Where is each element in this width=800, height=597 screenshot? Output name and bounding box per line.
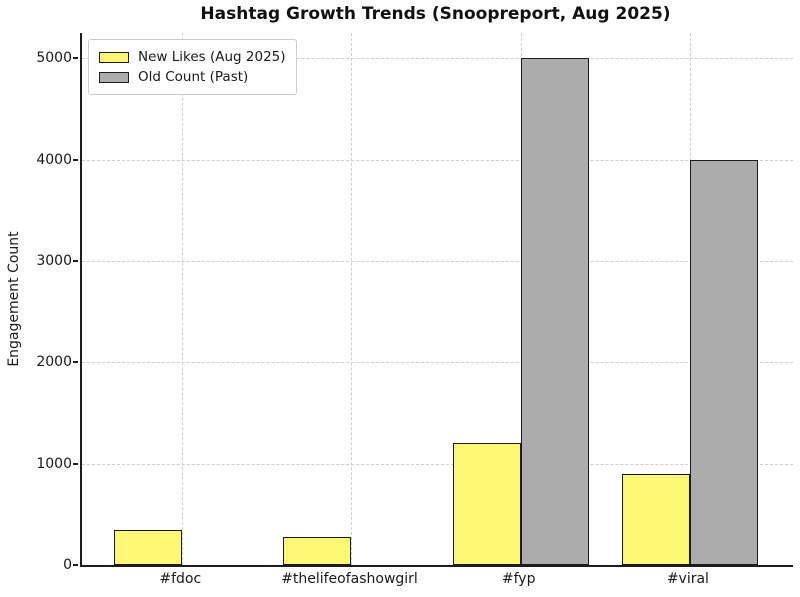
bar-viral-old [689,159,758,565]
legend-item: Old Count (Past) [99,67,286,87]
bar-fdoc-new [114,529,183,565]
x-tick-label: #fdoc [159,571,202,587]
h-gridline [82,261,793,262]
y-tick-label: 3000 [36,253,72,269]
bar-fyp-old [520,58,589,565]
y-tick-label: 4000 [36,151,72,168]
y-tick-mark [73,260,78,262]
y-tick-label: 5000 [36,50,72,67]
h-gridline [82,58,793,60]
y-tick-mark [73,361,78,364]
y-tick-mark [73,57,78,60]
x-tick-label: #fyp [501,571,536,587]
h-gridline [82,463,793,465]
plot-area: New Likes (Aug 2025) Old Count (Past) [80,33,793,567]
y-axis-label: Engagement Count [6,231,22,367]
chart-title: Hashtag Growth Trends (Snoopreport, Aug … [200,4,671,24]
x-tick-label: #viral [666,571,709,587]
legend-label: New Likes (Aug 2025) [138,49,286,65]
bar-viral-new [621,473,690,565]
y-tick-mark [73,158,78,161]
legend-swatch-old-count [99,71,129,83]
bar-thelifeofashowgirl-new [283,536,352,565]
x-tick-label: #thelifeofashowgirl [281,571,418,587]
y-tick-label: 0 [63,557,72,573]
legend-swatch-new-likes [99,51,129,63]
legend-item: New Likes (Aug 2025) [99,47,286,67]
y-tick-label: 1000 [36,455,72,472]
v-gridline [182,33,184,565]
y-tick-mark [73,462,78,465]
v-gridline [351,33,353,565]
bar-fyp-new [452,443,521,565]
y-tick-mark [73,564,78,566]
y-tick-label: 2000 [36,354,72,371]
h-gridline [82,159,793,161]
legend: New Likes (Aug 2025) Old Count (Past) [88,39,297,95]
legend-label: Old Count (Past) [138,69,249,85]
h-gridline [82,362,793,364]
